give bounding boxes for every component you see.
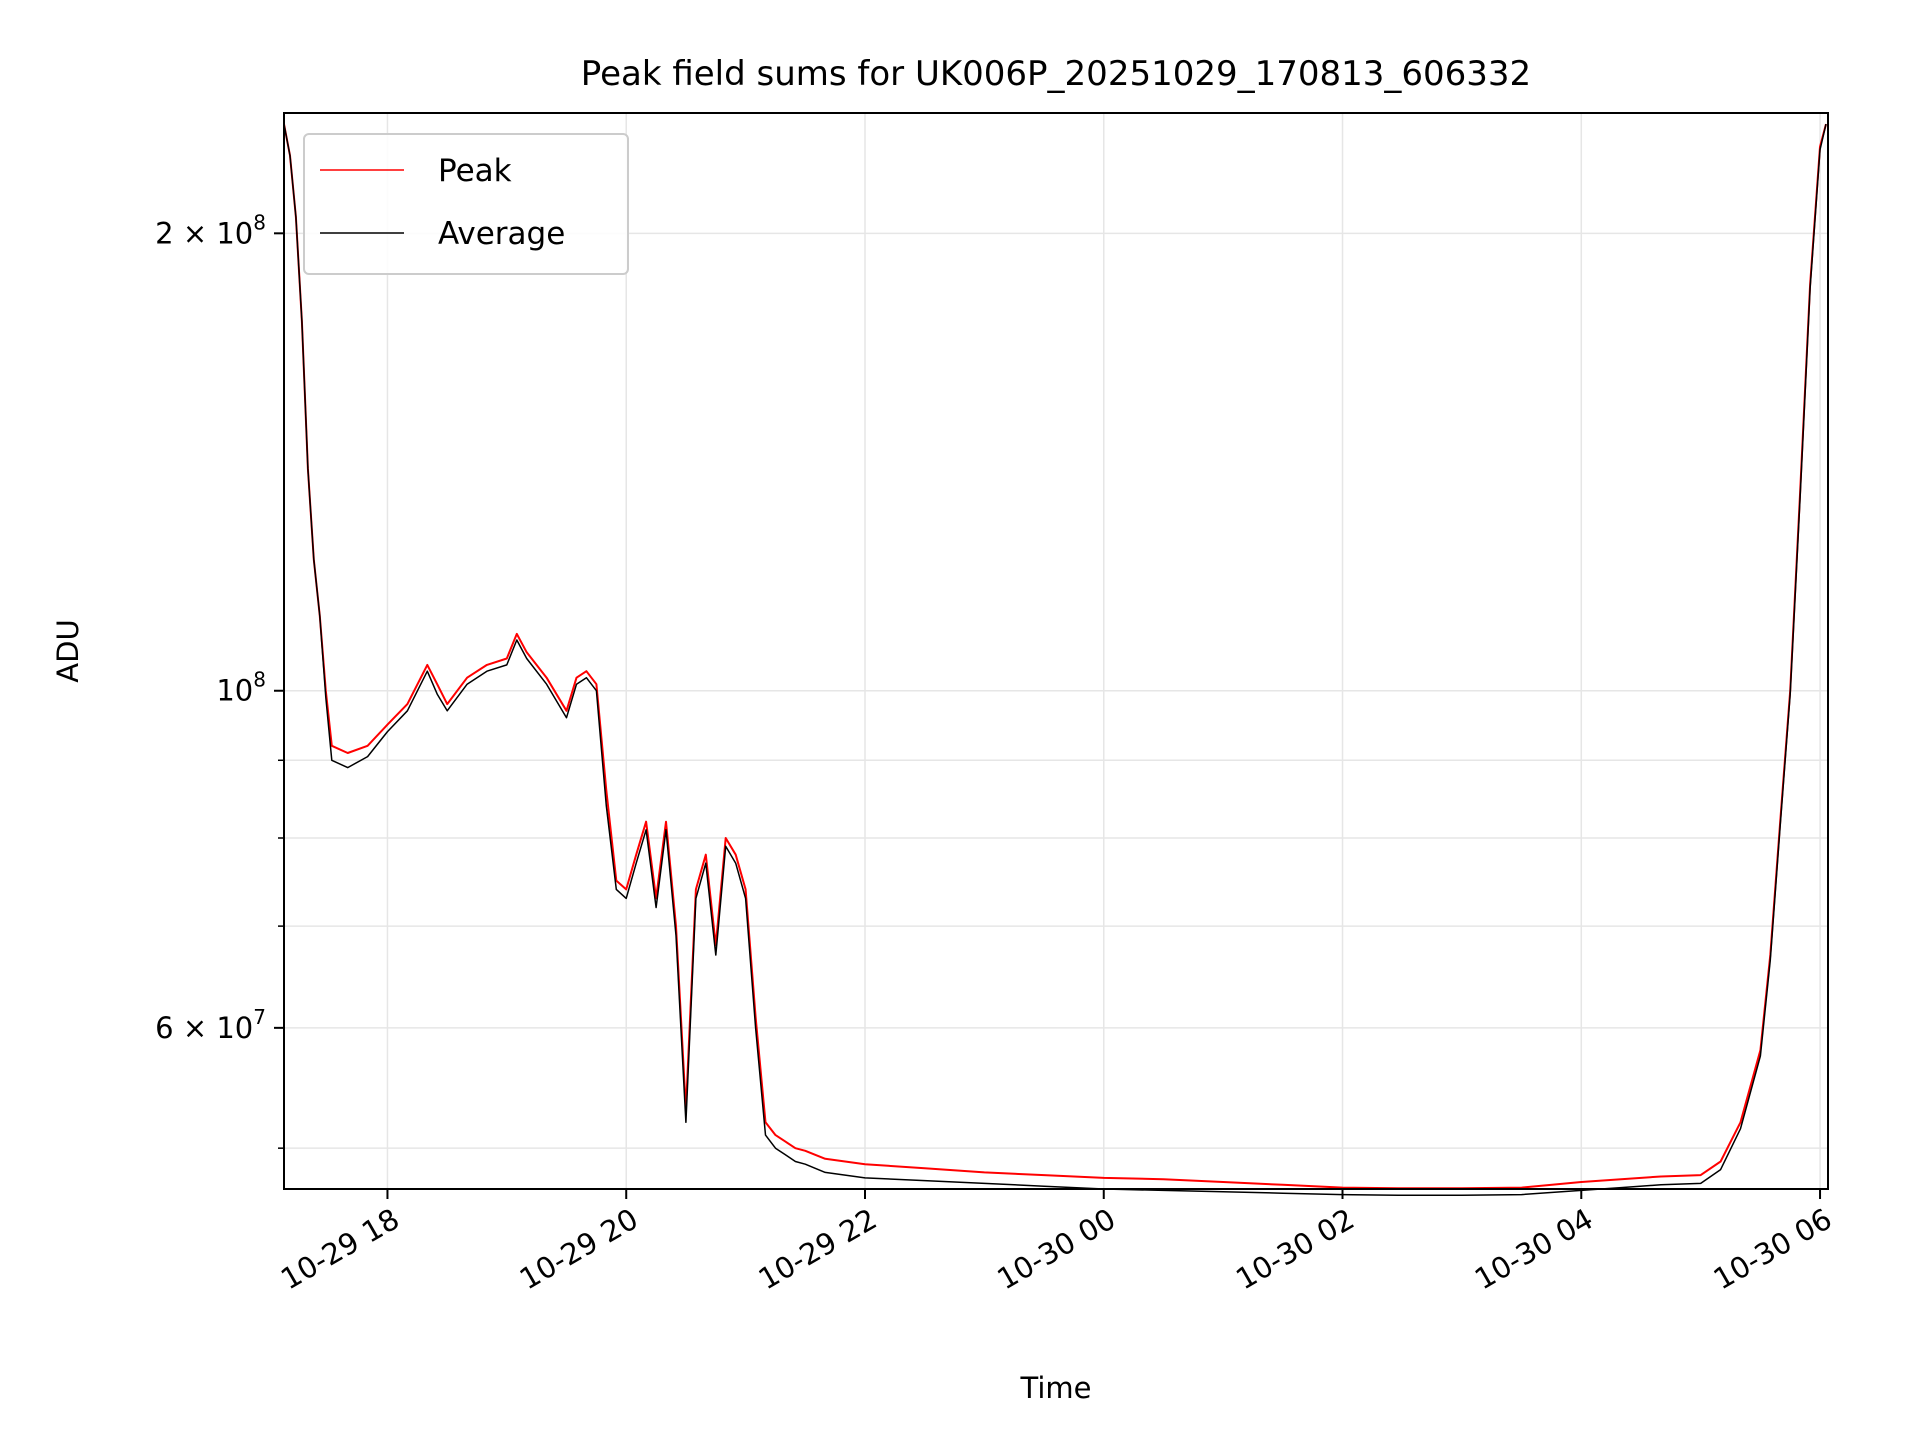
grid: [284, 113, 1828, 1189]
y-tick-label: 2 × 108: [155, 210, 266, 250]
y-axis-label: ADU: [51, 619, 85, 682]
series-line-peak: [283, 123, 1827, 1190]
chart-title: Peak field sums for UK006P_20251029_1708…: [581, 54, 1531, 94]
y-tick-label: 6 × 107: [155, 1005, 266, 1045]
legend-label-average: Average: [438, 216, 565, 252]
x-axis-label: Time: [1020, 1371, 1092, 1405]
y-ticks: 6 × 107 108 2 × 108: [155, 210, 284, 1149]
plot-frame: [283, 112, 1829, 1190]
y-tick-label: 108: [216, 668, 266, 708]
legend-label-peak: Peak: [438, 153, 512, 189]
legend: Peak Average: [303, 133, 629, 275]
legend-box: [303, 133, 629, 275]
